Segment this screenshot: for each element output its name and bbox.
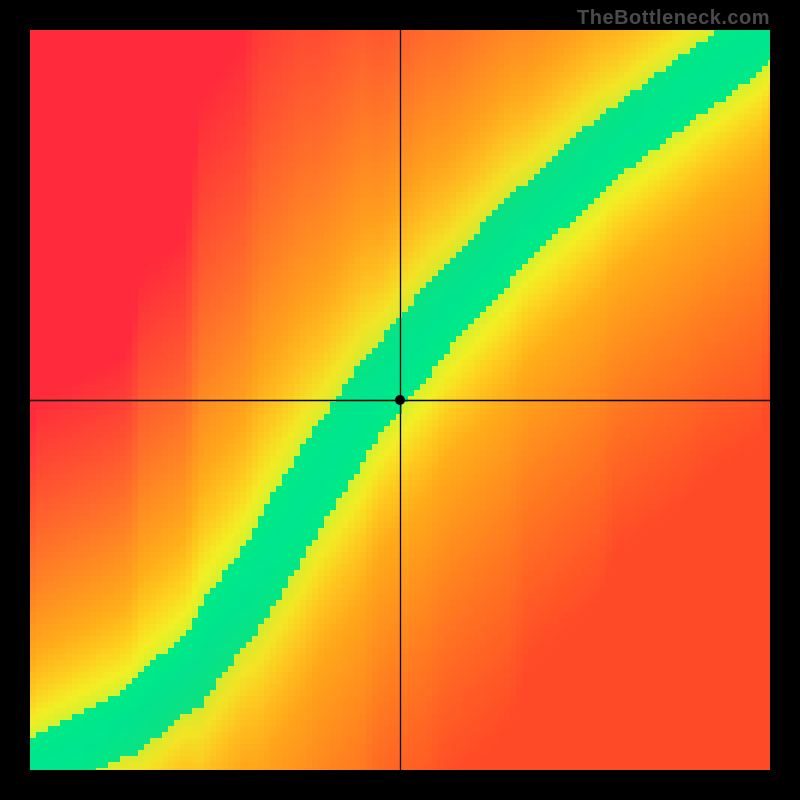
bottleneck-heatmap-canvas [0,0,800,800]
watermark-text: TheBottleneck.com [577,7,770,30]
chart-stage: TheBottleneck.com [0,0,800,800]
